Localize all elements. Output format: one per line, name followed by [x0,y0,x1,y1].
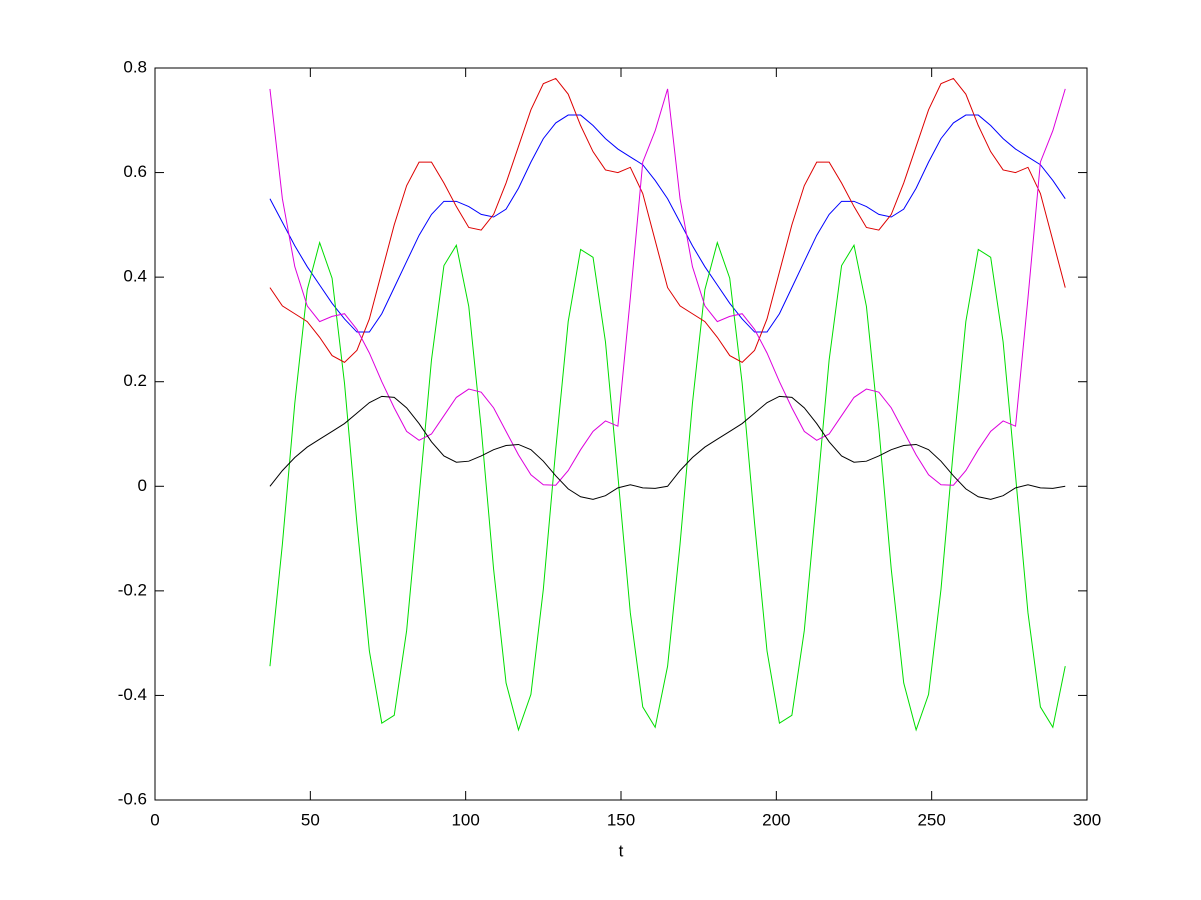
x-tick-label: 300 [1073,810,1101,829]
y-tick-label: 0.2 [123,371,147,390]
y-tick-label: -0.6 [118,789,147,808]
y-tick-label: 0 [138,476,147,495]
x-tick-label: 100 [451,810,479,829]
series-line [269,240,1066,732]
series-line [269,77,1066,363]
x-tick-label: 0 [150,810,159,829]
x-axis-label: t [619,841,624,860]
y-tick-label: 0.4 [123,267,147,286]
y-tick-label: -0.2 [118,580,147,599]
x-tick-label: 200 [762,810,790,829]
x-tick-label: 150 [607,810,635,829]
y-tick-label: -0.4 [118,685,147,704]
series-line [269,395,1066,500]
series-line [269,88,1066,486]
y-tick-label: 0.6 [123,162,147,181]
y-tick-label: 0.8 [123,57,147,76]
x-tick-label: 250 [917,810,945,829]
series-line [269,114,1066,333]
x-tick-label: 50 [301,810,320,829]
plot-frame [154,67,1088,801]
